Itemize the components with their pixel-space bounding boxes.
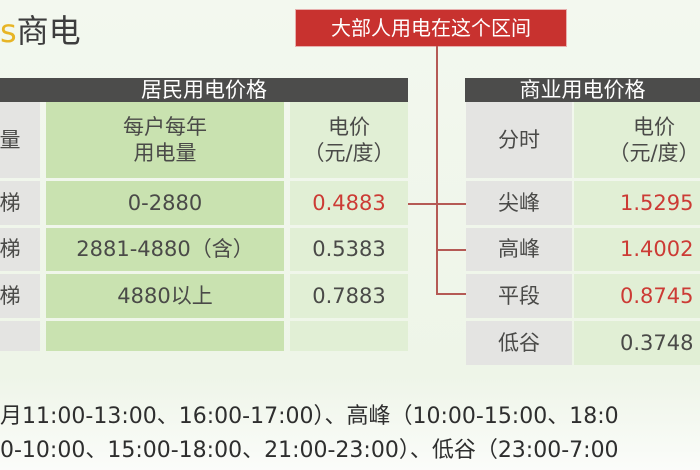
usage-range-cell	[46, 321, 284, 351]
price-cell: 0.4883	[290, 181, 408, 225]
price-cell	[290, 321, 408, 351]
tier-cell: 梯	[0, 181, 40, 225]
footer-line-1: 月11:00-13:00、16:00-17:00）、高峰（10:00-15:00…	[0, 404, 619, 429]
callout-label: 大部人用电在这个区间	[296, 10, 566, 46]
period-cell: 尖峰	[466, 181, 572, 225]
price-cell: 1.5295	[574, 181, 700, 225]
price-cell: 0.5383	[290, 228, 408, 271]
page-title: s商电	[0, 6, 81, 52]
connector-flat	[436, 293, 466, 295]
footer-line-2: 0-10:00、15:00-18:00、21:00-23:00）、低谷（23:0…	[0, 438, 619, 463]
connector-vertical	[436, 46, 438, 294]
tier-cell: 梯	[0, 228, 40, 271]
connector-peak	[398, 203, 466, 205]
price-cell: 0.3748	[574, 321, 700, 365]
connector-high	[436, 249, 466, 251]
header-price: 电价 （元/度）	[574, 102, 700, 178]
price-cell: 1.4002	[574, 228, 700, 271]
header-usage: 每户每年 用电量	[46, 102, 284, 178]
header-period: 分时	[466, 102, 572, 178]
header-tier: 量	[0, 102, 40, 178]
header-price: 电价 （元/度）	[290, 102, 408, 178]
tier-cell: 梯	[0, 274, 40, 318]
residential-title: 居民用电价格	[0, 78, 408, 102]
price-cell: 0.8745	[574, 274, 700, 318]
period-cell: 平段	[466, 274, 572, 318]
usage-range-cell: 0-2880	[46, 181, 284, 225]
title-main: 商电	[16, 12, 81, 50]
price-cell: 0.7883	[290, 274, 408, 318]
tier-cell	[0, 321, 40, 351]
usage-range-cell: 4880以上	[46, 274, 284, 318]
period-cell: 低谷	[466, 321, 572, 365]
title-prefix: s	[0, 12, 17, 50]
commercial-title: 商业用电价格	[465, 78, 700, 102]
usage-range-cell: 2881-4880（含）	[46, 228, 284, 271]
period-cell: 高峰	[466, 228, 572, 271]
